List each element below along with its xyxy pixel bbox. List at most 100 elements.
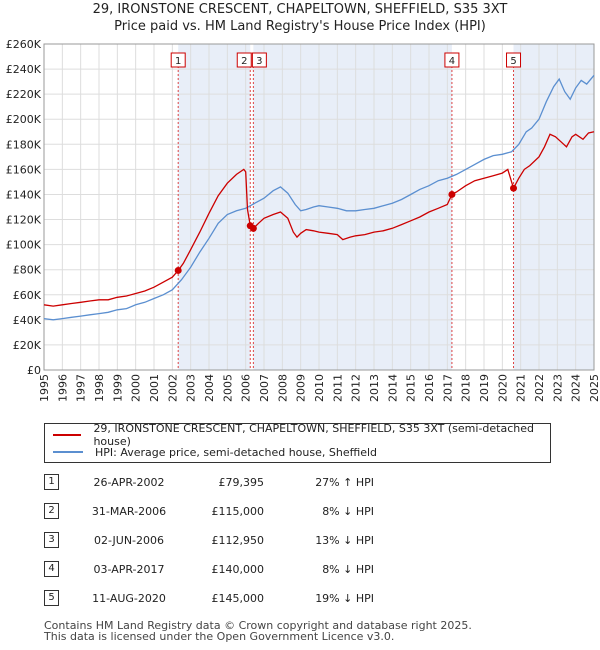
row-price: £145,000 [211, 592, 265, 605]
sale-label-number: 5 [510, 56, 516, 67]
x-tick-label: 1997 [75, 374, 88, 402]
row-date: 11-AUG-2020 [92, 592, 166, 605]
table-row: 4 03-APR-2017 £140,000 8% ↓ HPI [44, 557, 564, 586]
row-date: 03-APR-2017 [93, 563, 165, 576]
y-tick-label: £140K [6, 188, 42, 201]
y-tick-label: £160K [6, 163, 42, 176]
x-tick-label: 2003 [185, 374, 198, 402]
sale-label-box [236, 52, 252, 68]
sale-point [249, 224, 257, 232]
x-tick-label: 2020 [496, 374, 509, 402]
table-row: 3 02-JUN-2006 £112,950 13% ↓ HPI [44, 528, 564, 557]
row-price: £112,950 [211, 534, 265, 547]
sale-label-box [251, 52, 267, 68]
row-hpi: 8% ↓ HPI [322, 563, 374, 576]
x-tick-label: 2010 [313, 374, 326, 402]
ownership-shade [513, 44, 594, 370]
sale-label-number: 3 [256, 56, 262, 67]
y-tick-label: £200K [6, 113, 42, 126]
x-tick-label: 2005 [221, 374, 234, 402]
x-tick-label: 2006 [240, 374, 253, 402]
legend-label-hpi: HPI: Average price, semi-detached house,… [95, 445, 378, 459]
chart-legend: 29, IRONSTONE CRESCENT, CHAPELTOWN, SHEF… [44, 422, 551, 463]
row-number-badge: 5 [44, 590, 59, 606]
x-tick-label: 2002 [166, 374, 179, 402]
y-tick-label: £260K [6, 38, 42, 51]
hpi-series-line [43, 74, 595, 321]
legend-swatch-hpi [53, 451, 83, 453]
row-hpi: 19% ↓ HPI [315, 592, 374, 605]
y-tick-label: £80K [13, 264, 42, 277]
sale-label-box [444, 52, 460, 68]
row-number-badge: 4 [44, 561, 59, 577]
x-tick-label: 2000 [130, 374, 143, 402]
x-tick-label: 2012 [350, 374, 363, 402]
x-tick-label: 2017 [441, 374, 454, 402]
plot-border [43, 43, 595, 371]
sale-label-number: 4 [449, 56, 455, 67]
x-tick-label: 2018 [460, 374, 473, 402]
table-row: 1 26-APR-2002 £79,395 27% ↑ HPI [44, 470, 564, 499]
legend-item-hpi: HPI: Average price, semi-detached house,… [53, 444, 377, 460]
footer-attribution: Contains HM Land Registry data © Crown c… [44, 620, 472, 642]
row-price: £140,000 [211, 563, 265, 576]
transactions-table: 1 26-APR-2002 £79,395 27% ↑ HPI 2 31-MAR… [44, 470, 564, 615]
x-tick-label: 2013 [368, 374, 381, 402]
x-tick-label: 2001 [148, 374, 161, 402]
sale-label-number: 1 [175, 56, 181, 67]
row-date: 02-JUN-2006 [93, 534, 165, 547]
x-tick-label: 2008 [276, 374, 289, 402]
table-row: 5 11-AUG-2020 £145,000 19% ↓ HPI [44, 586, 564, 615]
ownership-shade [178, 44, 251, 370]
y-tick-label: £240K [6, 63, 42, 76]
sale-point [448, 190, 456, 198]
x-tick-label: 2024 [570, 374, 583, 402]
x-tick-label: 2023 [551, 374, 564, 402]
y-tick-label: £0 [27, 364, 41, 377]
x-tick-label: 2016 [423, 374, 436, 402]
table-row: 2 31-MAR-2006 £115,000 8% ↓ HPI [44, 499, 564, 528]
legend-label-property: 29, IRONSTONE CRESCENT, CHAPELTOWN, SHEF… [93, 422, 534, 448]
price-chart: £0 £20K £40K £60K £80K £100K £120K £140K £160K £1… [6, 38, 600, 402]
row-number-badge: 1 [44, 474, 59, 490]
legend-swatch-property [53, 434, 82, 436]
sale-label-box [170, 52, 186, 68]
x-tick-label: 2004 [203, 374, 216, 402]
sale-point [510, 184, 518, 192]
x-tick-label: 2011 [331, 374, 344, 402]
chart-title: 29, IRONSTONE CRESCENT, CHAPELTOWN, SHEF… [92, 2, 508, 17]
footer-line-2: This data is licensed under the Open Gov… [44, 630, 395, 643]
row-price: £115,000 [211, 505, 265, 518]
y-tick-label: £220K [6, 88, 42, 101]
y-tick-label: £180K [6, 138, 42, 151]
row-hpi: 27% ↑ HPI [315, 476, 374, 489]
x-tick-label: 2014 [386, 374, 399, 402]
y-tick-label: £20K [13, 339, 42, 352]
chart-subtitle: Price paid vs. HM Land Registry's House … [114, 19, 486, 34]
x-tick-label: 1996 [56, 374, 69, 402]
row-number-badge: 2 [44, 503, 59, 519]
y-tick-label: £120K [6, 214, 42, 227]
y-tick-label: £100K [6, 239, 42, 252]
y-tick-label: £60K [13, 289, 42, 302]
x-tick-label: 2025 [588, 374, 600, 402]
x-tick-label: 2019 [478, 374, 491, 402]
row-hpi: 13% ↓ HPI [315, 534, 374, 547]
row-number-badge: 3 [44, 532, 59, 548]
sale-label-box [506, 52, 522, 68]
row-hpi: 8% ↓ HPI [322, 505, 374, 518]
row-date: 26-APR-2002 [93, 476, 165, 489]
x-tick-label: 2022 [533, 374, 546, 402]
sale-label-number: 2 [241, 56, 247, 67]
legend-item-property: 29, IRONSTONE CRESCENT, CHAPELTOWN, SHEF… [53, 422, 550, 448]
ownership-shade [253, 44, 452, 370]
row-price: £79,395 [218, 476, 265, 489]
x-tick-label: 1998 [93, 374, 106, 402]
footer-line-1: Contains HM Land Registry data © Crown c… [44, 619, 472, 632]
x-tick-label: 2007 [258, 374, 271, 402]
property-series-line [43, 131, 595, 307]
sale-point [174, 266, 182, 274]
x-tick-label: 2009 [295, 374, 308, 402]
x-tick-label: 2015 [405, 374, 418, 402]
x-tick-label: 1995 [38, 374, 51, 402]
